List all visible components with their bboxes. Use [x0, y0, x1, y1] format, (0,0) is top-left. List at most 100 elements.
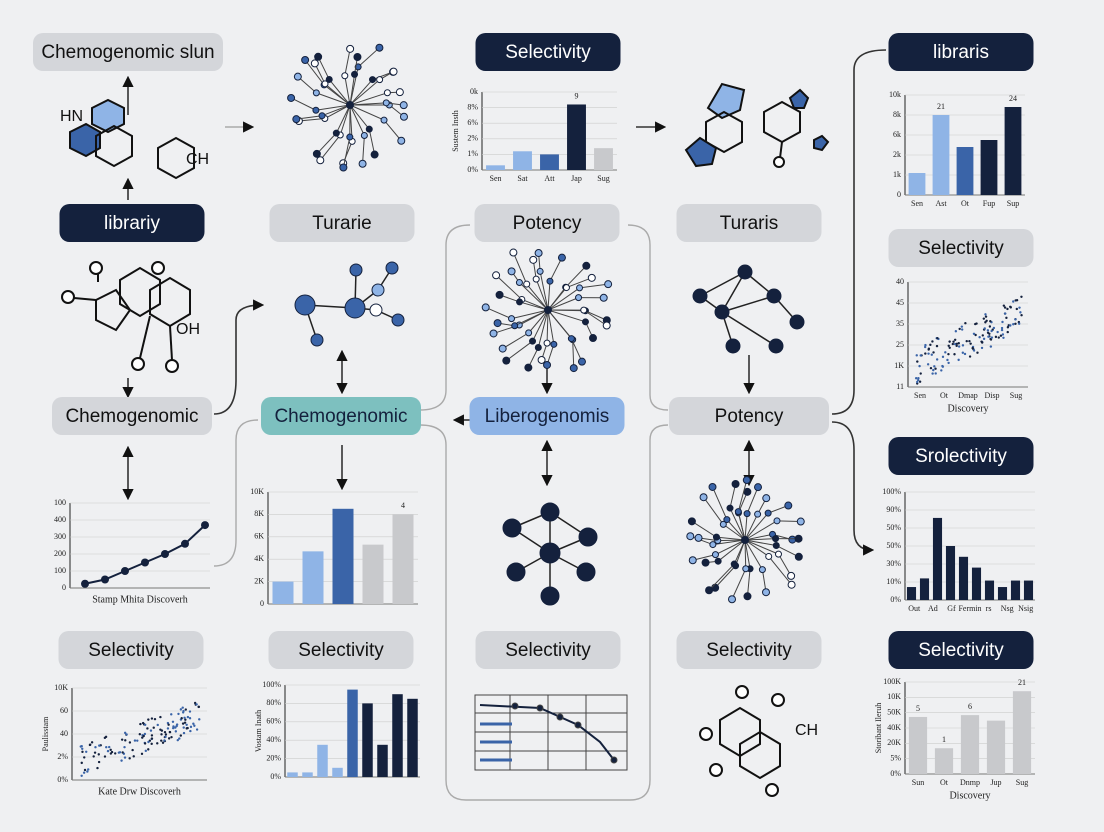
y-tick-label: 20K: [887, 738, 901, 747]
table-chart: [474, 694, 628, 771]
edge: [729, 483, 737, 509]
bar: [332, 767, 343, 777]
scatter-dot: [123, 731, 127, 735]
x-tick-label: Nsig: [1018, 604, 1033, 613]
point: [181, 539, 189, 548]
scatter-dot: [957, 345, 961, 348]
node: [516, 298, 524, 306]
scatter-dot: [128, 757, 131, 760]
mini-chart: 100 400 300 200 100 0 Stamp Mhita Discoverh: [54, 498, 210, 605]
edge: [731, 568, 747, 600]
node: [576, 562, 596, 582]
scatter-dot: [147, 740, 150, 744]
scatter-dot: [143, 732, 147, 736]
scatter-dot: [1005, 316, 1008, 320]
node: [774, 550, 782, 558]
bar: [960, 715, 980, 774]
edge: [521, 298, 549, 311]
scatter-dot: [961, 351, 965, 354]
scatter-dot: [167, 723, 170, 726]
value-label: 21: [1018, 678, 1026, 687]
node: [714, 304, 730, 320]
node: [536, 267, 544, 275]
scatter-dot: [132, 755, 135, 758]
scatter-dot: [989, 338, 993, 341]
edge: [699, 271, 746, 297]
edge: [349, 104, 365, 136]
node: [508, 315, 516, 323]
edge: [778, 553, 792, 577]
node: [688, 556, 697, 565]
scatter-dot: [142, 734, 145, 738]
label-text: Chemogenomic: [274, 406, 407, 427]
node: [349, 263, 363, 277]
scatter-dot: [93, 751, 97, 754]
edge: [502, 332, 529, 350]
bar: [932, 115, 950, 195]
point: [201, 521, 209, 530]
bar: [513, 151, 532, 170]
scatter-dot: [98, 744, 101, 747]
scatter-dot: [120, 759, 123, 762]
scatter-dot: [123, 756, 127, 759]
scatter-dot: [156, 723, 159, 727]
edge: [512, 252, 528, 285]
node: [532, 275, 540, 283]
x-tick-label: Out: [908, 604, 921, 613]
scatter-dot: [994, 335, 998, 339]
edge: [726, 519, 746, 541]
scatter-dot: [160, 729, 164, 732]
value-label: 5: [916, 704, 920, 713]
scatter-dot: [957, 342, 960, 345]
node: [741, 536, 749, 544]
node: [762, 588, 771, 597]
node: [743, 592, 752, 601]
x-tick-label: Dmap: [958, 391, 978, 400]
edge: [744, 539, 747, 569]
label-text: Selectivity: [505, 640, 591, 661]
node: [529, 255, 538, 264]
y-tick-label: 40%: [266, 735, 281, 744]
label-text: Selectivity: [918, 640, 1004, 661]
node: [524, 363, 533, 372]
scatter-dot: [106, 749, 110, 753]
scatter-dot: [974, 322, 977, 326]
scatter-dot: [927, 352, 930, 355]
y-tick-label: 4K: [254, 554, 264, 563]
scatter-dot: [110, 750, 114, 754]
label-text: Selectivity: [88, 640, 174, 661]
scatter-dot: [81, 750, 84, 754]
y-tick-label: 80%: [266, 698, 281, 707]
scatter-dot: [164, 735, 167, 739]
scatter-dot: [947, 352, 950, 356]
chart-title: Discovery: [949, 790, 990, 801]
edge: [570, 338, 583, 362]
y-tick-label: 2K: [254, 576, 264, 585]
scatter-dot: [96, 766, 99, 770]
edge: [296, 115, 323, 120]
x-tick-label: Ad: [928, 604, 938, 613]
x-tick-label: Sat: [517, 174, 528, 183]
label-pill: [58, 631, 204, 669]
y-tick-label: 100%: [262, 680, 281, 689]
scatter-dot: [1014, 318, 1017, 321]
point: [101, 575, 109, 584]
label-text: Selectivity: [505, 42, 591, 63]
scatter-dot: [984, 313, 987, 316]
node: [502, 356, 511, 365]
edge: [304, 59, 325, 86]
node: [731, 479, 740, 488]
node: [511, 322, 519, 330]
scatter-dot: [97, 760, 101, 764]
scatter-dot: [159, 715, 162, 719]
scatter-dot: [117, 751, 121, 754]
scatter-dot: [980, 340, 983, 343]
node: [391, 313, 405, 327]
edge: [746, 486, 759, 514]
bar: [332, 508, 354, 604]
scatter-dot: [1002, 304, 1006, 307]
scatter-dot: [171, 720, 175, 723]
y-tick-label: 10%: [886, 577, 901, 586]
edge: [572, 339, 575, 369]
label-pill: [33, 33, 223, 71]
